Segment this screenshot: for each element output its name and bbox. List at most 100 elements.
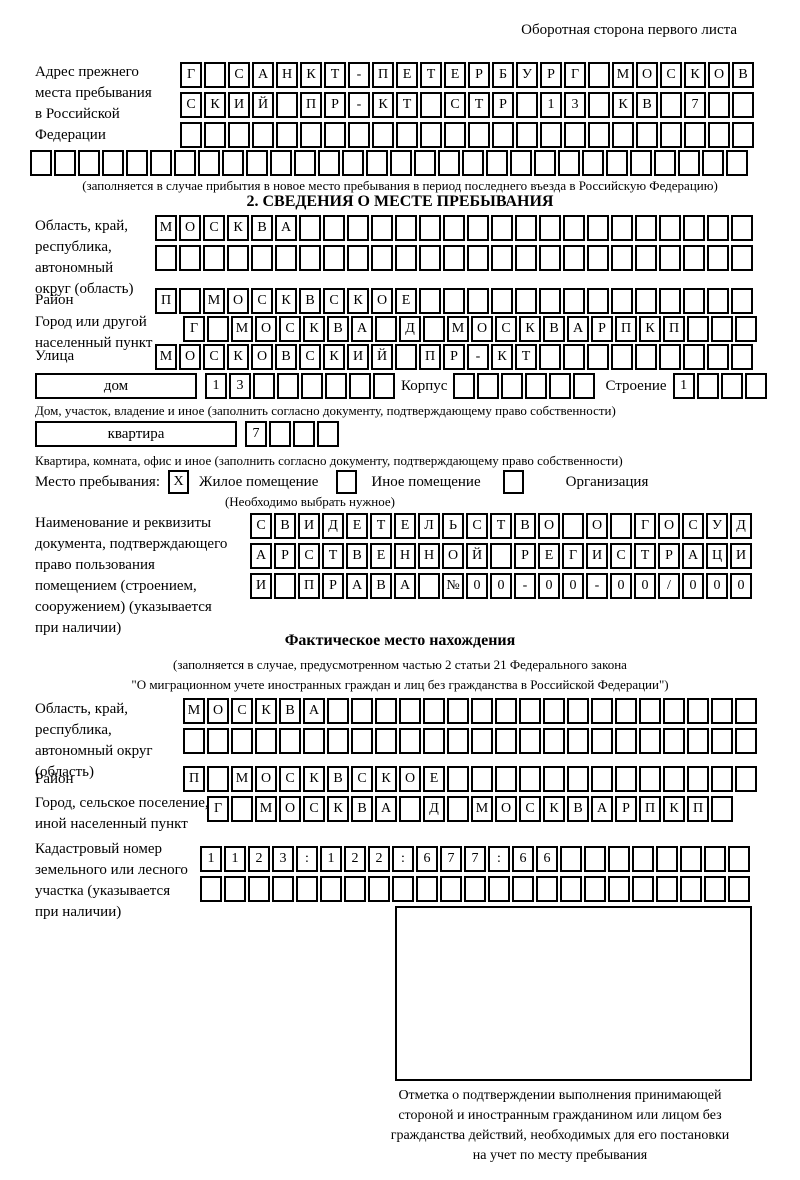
char-cell[interactable]: Ц: [706, 543, 728, 569]
char-cell[interactable]: [399, 728, 421, 754]
char-cell[interactable]: О: [442, 543, 464, 569]
organization-checkbox[interactable]: [502, 470, 524, 494]
char-cell[interactable]: [462, 150, 484, 176]
char-cell[interactable]: 0: [466, 573, 488, 599]
char-cell[interactable]: [615, 766, 637, 792]
char-cell[interactable]: А: [252, 62, 274, 88]
char-cell[interactable]: С: [203, 344, 225, 370]
char-cell[interactable]: [656, 846, 678, 872]
char-cell[interactable]: [246, 150, 268, 176]
char-cell[interactable]: Й: [371, 344, 393, 370]
char-cell[interactable]: [467, 215, 489, 241]
char-cell[interactable]: [320, 876, 342, 902]
char-cell[interactable]: [471, 728, 493, 754]
char-cell[interactable]: [325, 373, 347, 399]
char-cell[interactable]: /: [658, 573, 680, 599]
char-cell[interactable]: [495, 766, 517, 792]
char-cell[interactable]: [174, 150, 196, 176]
char-cell[interactable]: [443, 245, 465, 271]
char-cell[interactable]: [468, 122, 490, 148]
char-cell[interactable]: 3: [564, 92, 586, 118]
char-cell[interactable]: С: [251, 288, 273, 314]
char-cell[interactable]: Л: [418, 513, 440, 539]
char-cell[interactable]: [477, 373, 500, 399]
char-cell[interactable]: В: [327, 766, 349, 792]
char-cell[interactable]: М: [155, 344, 177, 370]
char-cell[interactable]: [591, 766, 613, 792]
char-cell[interactable]: [323, 245, 345, 271]
char-cell[interactable]: [349, 373, 371, 399]
char-cell[interactable]: [711, 698, 733, 724]
char-cell[interactable]: [272, 876, 294, 902]
char-cell[interactable]: К: [227, 344, 249, 370]
char-cell[interactable]: [539, 344, 561, 370]
char-cell[interactable]: [420, 122, 442, 148]
char-cell[interactable]: [707, 344, 729, 370]
char-cell[interactable]: [663, 766, 685, 792]
char-cell[interactable]: [711, 796, 733, 822]
char-cell[interactable]: [419, 215, 441, 241]
char-cell[interactable]: [680, 846, 702, 872]
char-cell[interactable]: Е: [538, 543, 560, 569]
char-cell[interactable]: [708, 122, 730, 148]
char-cell[interactable]: Т: [468, 92, 490, 118]
char-cell[interactable]: [372, 122, 394, 148]
char-cell[interactable]: [639, 728, 661, 754]
char-cell[interactable]: [683, 344, 705, 370]
char-cell[interactable]: О: [179, 215, 201, 241]
char-cell[interactable]: [155, 245, 177, 271]
char-cell[interactable]: [251, 245, 273, 271]
char-cell[interactable]: [536, 876, 558, 902]
char-cell[interactable]: Д: [423, 796, 445, 822]
char-cell[interactable]: [464, 876, 486, 902]
char-cell[interactable]: [227, 245, 249, 271]
char-cell[interactable]: [204, 62, 226, 88]
char-cell[interactable]: [486, 150, 508, 176]
char-cell[interactable]: 0: [490, 573, 512, 599]
char-cell[interactable]: [274, 573, 296, 599]
char-cell[interactable]: 6: [416, 846, 438, 872]
char-cell[interactable]: 0: [634, 573, 656, 599]
char-cell[interactable]: [126, 150, 148, 176]
char-cell[interactable]: О: [399, 766, 421, 792]
char-cell[interactable]: [207, 766, 229, 792]
char-cell[interactable]: [636, 122, 658, 148]
char-cell[interactable]: [344, 876, 366, 902]
char-cell[interactable]: К: [255, 698, 277, 724]
char-cell[interactable]: А: [275, 215, 297, 241]
char-cell[interactable]: [588, 122, 610, 148]
char-cell[interactable]: [516, 92, 538, 118]
char-cell[interactable]: [179, 288, 201, 314]
char-cell[interactable]: К: [300, 62, 322, 88]
char-cell[interactable]: [501, 373, 524, 399]
char-cell[interactable]: Г: [183, 316, 205, 342]
char-cell[interactable]: [347, 245, 369, 271]
char-cell[interactable]: В: [346, 543, 368, 569]
char-cell[interactable]: [253, 373, 275, 399]
char-cell[interactable]: [231, 796, 253, 822]
char-cell[interactable]: [612, 122, 634, 148]
char-cell[interactable]: [611, 245, 633, 271]
char-cell[interactable]: [299, 215, 321, 241]
char-cell[interactable]: [731, 344, 753, 370]
char-cell[interactable]: [584, 876, 606, 902]
char-cell[interactable]: [563, 344, 585, 370]
char-cell[interactable]: [301, 373, 323, 399]
char-cell[interactable]: -: [348, 92, 370, 118]
char-cell[interactable]: И: [250, 573, 272, 599]
char-cell[interactable]: [198, 150, 220, 176]
char-cell[interactable]: С: [495, 316, 517, 342]
char-cell[interactable]: [567, 728, 589, 754]
char-cell[interactable]: И: [586, 543, 608, 569]
char-cell[interactable]: 6: [536, 846, 558, 872]
char-cell[interactable]: [615, 728, 637, 754]
char-cell[interactable]: [318, 150, 340, 176]
char-cell[interactable]: О: [227, 288, 249, 314]
char-cell[interactable]: -: [586, 573, 608, 599]
char-cell[interactable]: [396, 122, 418, 148]
char-cell[interactable]: В: [351, 796, 373, 822]
char-cell[interactable]: А: [591, 796, 613, 822]
char-cell[interactable]: В: [299, 288, 321, 314]
char-cell[interactable]: [711, 316, 733, 342]
char-cell[interactable]: [735, 728, 757, 754]
